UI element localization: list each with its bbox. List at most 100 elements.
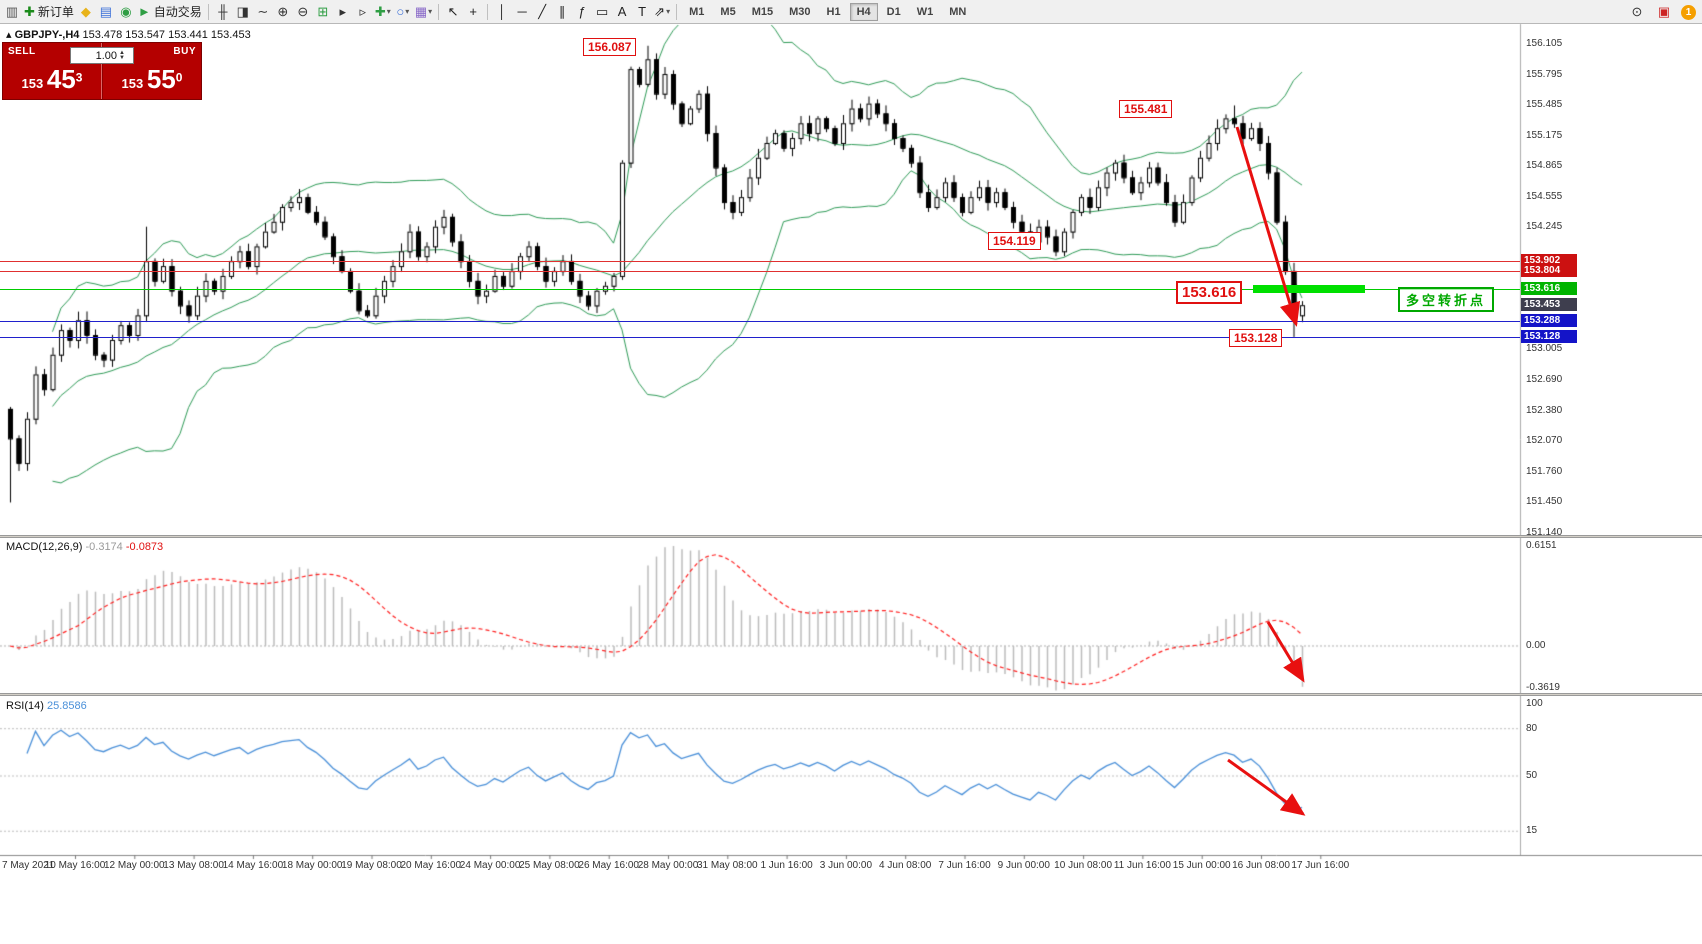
- price-annotation[interactable]: 153.128: [1229, 329, 1283, 347]
- timeframe-h1[interactable]: H1: [826, 5, 841, 18]
- time-axis-label: 11 Jun 16:00: [1113, 860, 1171, 871]
- price-scale-label: 154.865: [1526, 160, 1563, 172]
- fibonacci-icon[interactable]: ƒ: [578, 4, 586, 19]
- symbol-marker-icon: ▴: [6, 29, 12, 41]
- market-watch-icon[interactable]: ▤: [99, 3, 113, 19]
- toolbar-separator: [676, 3, 678, 20]
- price-scale-label: 152.070: [1526, 435, 1563, 447]
- buy-label: BUY: [173, 46, 196, 57]
- rsi-scale-label: 50: [1526, 770, 1538, 781]
- timeframe-mn[interactable]: MN: [949, 5, 967, 18]
- text-icon[interactable]: A: [617, 4, 627, 19]
- time-axis-label: 25 May 08:00: [519, 860, 580, 871]
- time-axis-label: 9 Jun 00:00: [997, 860, 1050, 871]
- auto-scroll-icon[interactable]: ▸: [339, 3, 347, 19]
- rsi-panel-divider[interactable]: [0, 693, 1702, 696]
- time-axis-label: 19 May 08:00: [341, 860, 402, 871]
- toolbar-separator: [487, 3, 489, 20]
- time-axis-label: 7 May 2021: [2, 860, 55, 871]
- time-axis-label: 14 May 16:00: [222, 860, 284, 871]
- macd-scale-label: 0.6151: [1526, 540, 1557, 551]
- rsi-value: 25.8586: [46, 700, 87, 712]
- shapes-icon[interactable]: ▭: [595, 3, 609, 19]
- price-scale-label: 155.175: [1526, 129, 1563, 141]
- tile-windows-icon[interactable]: ⊞: [317, 3, 329, 19]
- ohlc-bars-icon[interactable]: ╫: [218, 4, 228, 19]
- time-axis-label: 12 May 00:00: [103, 860, 165, 871]
- notifications-badge[interactable]: 1: [1681, 4, 1696, 20]
- autotrading-button[interactable]: ► 自动交易: [137, 4, 202, 19]
- price-scale-label: 151.450: [1526, 496, 1563, 508]
- price-scale-label: 155.795: [1526, 68, 1563, 80]
- price-tag-blue: 153.288: [1521, 314, 1577, 328]
- arrows-tool-icon[interactable]: ⇗ ▾: [654, 3, 671, 19]
- metaquotes-icon[interactable]: ▣: [1657, 4, 1671, 19]
- trendline-icon[interactable]: ╱: [538, 3, 547, 19]
- indicators-button[interactable]: ✚ ▾: [374, 3, 391, 19]
- time-axis-label: 10 May 16:00: [44, 860, 106, 871]
- timeframe-h4[interactable]: H4: [849, 2, 878, 21]
- sell-price: 153 453: [21, 64, 83, 94]
- volume-spinner[interactable]: ▲ ▼: [119, 49, 125, 61]
- price-annotation[interactable]: 156.087: [583, 38, 637, 56]
- support-highlight-bar[interactable]: [1253, 285, 1365, 294]
- zoom-in-icon[interactable]: ⊕: [277, 3, 289, 19]
- crosshair-icon[interactable]: +: [469, 4, 477, 19]
- price-scale-label: 151.760: [1526, 465, 1563, 477]
- charts-window-icon[interactable]: ▥: [5, 3, 19, 19]
- price-annotation[interactable]: 153.616: [1176, 281, 1243, 304]
- horizontal-line-icon[interactable]: ─: [517, 4, 527, 19]
- time-axis-label: 31 May 08:00: [696, 860, 758, 871]
- buy-button[interactable]: BUY 153 550: [102, 43, 201, 99]
- timeframe-m5[interactable]: M5: [720, 5, 736, 18]
- price-annotation[interactable]: 154.119: [988, 232, 1041, 250]
- macd-indicator-label: MACD(12,26,9) -0.3174 -0.0873: [6, 541, 164, 553]
- timeframe-m30[interactable]: M30: [789, 5, 811, 18]
- macd-panel-divider[interactable]: [0, 535, 1702, 538]
- mql5-community-icon[interactable]: ◆: [80, 3, 91, 19]
- price-scale-label: 151.140: [1526, 527, 1563, 538]
- blue-horizontal-line[interactable]: [0, 321, 1520, 322]
- time-axis-label: 3 Jun 00:00: [819, 860, 873, 871]
- toolbar-right-group: ⊙ ▣ 1: [1627, 0, 1696, 24]
- red-horizontal-line[interactable]: [0, 271, 1520, 272]
- green-horizontal-line[interactable]: [0, 289, 1520, 290]
- new-order-button[interactable]: ✚ 新订单: [24, 3, 74, 20]
- channel-icon[interactable]: ∥: [558, 3, 566, 19]
- line-chart-icon[interactable]: ∼: [257, 3, 269, 19]
- timeframe-d1[interactable]: D1: [886, 5, 901, 18]
- symbol-ohlc-header: ▴ GBPJPY-,H4 153.478 153.547 153.441 153…: [6, 28, 251, 41]
- red-horizontal-line[interactable]: [0, 261, 1520, 262]
- rsi-scale-label: 100: [1526, 698, 1543, 709]
- time-axis-label: 16 Jun 08:00: [1232, 860, 1290, 871]
- macd-scale-label: -0.3619: [1526, 682, 1560, 693]
- time-axis-label: 20 May 16:00: [400, 860, 462, 871]
- sell-button[interactable]: SELL 153 453: [3, 43, 102, 99]
- vertical-line-icon[interactable]: │: [498, 4, 507, 19]
- price-scale-label: 154.245: [1526, 221, 1563, 233]
- time-axis-label: 10 Jun 08:00: [1054, 860, 1113, 871]
- macd-scale-label: 0.00: [1526, 639, 1546, 651]
- cursor-icon[interactable]: ↖: [447, 3, 459, 19]
- volume-input[interactable]: [71, 49, 117, 62]
- zoom-out-icon[interactable]: ⊖: [297, 3, 309, 19]
- text-label-icon[interactable]: T: [638, 4, 647, 19]
- timeframe-m15[interactable]: M15: [751, 5, 774, 18]
- search-icon[interactable]: ⊙: [1631, 4, 1643, 19]
- ohlc-values: 153.478 153.547 153.441 153.453: [82, 29, 251, 41]
- time-axis-label: 1 Jun 16:00: [760, 860, 813, 871]
- price-scale-label: 156.105: [1526, 38, 1563, 49]
- turning-point-note[interactable]: 多空转折点: [1398, 287, 1495, 312]
- timeframe-w1[interactable]: W1: [916, 5, 934, 18]
- chart-shift-icon[interactable]: ▹: [359, 3, 367, 19]
- periods-button[interactable]: ○ ▾: [396, 4, 410, 19]
- candlestick-chart-icon[interactable]: ◨: [236, 3, 249, 19]
- price-annotation[interactable]: 155.481: [1119, 100, 1173, 118]
- blue-horizontal-line[interactable]: [0, 337, 1520, 338]
- timeframe-m1[interactable]: M1: [689, 5, 705, 18]
- virtual-hosting-icon[interactable]: ◉: [120, 3, 132, 19]
- volume-field[interactable]: ▲▼: [70, 47, 134, 64]
- time-axis-label: 28 May 00:00: [637, 860, 699, 871]
- templates-button[interactable]: ▦ ▾: [414, 3, 433, 19]
